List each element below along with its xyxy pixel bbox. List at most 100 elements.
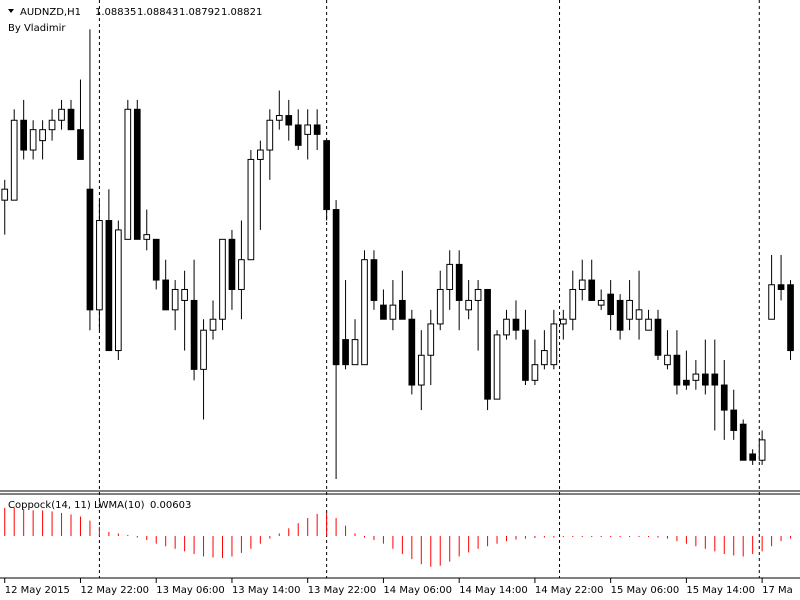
- candle-body: [465, 299, 472, 311]
- candle-body: [39, 129, 46, 142]
- subtitle: By Vladimir: [8, 23, 66, 34]
- candle-body: [361, 259, 368, 366]
- candle-body: [730, 409, 738, 431]
- candle-body: [266, 119, 274, 151]
- candle-body: [247, 158, 255, 261]
- candle-body: [190, 299, 198, 370]
- candle-body: [616, 299, 624, 331]
- candle-body: [313, 124, 321, 135]
- candle-body: [512, 318, 520, 331]
- candle-body: [427, 323, 435, 356]
- x-tick-label: 14 May 06:00: [383, 585, 452, 596]
- header-close: 1.08821: [221, 7, 262, 18]
- candle-body: [370, 259, 378, 301]
- candle-body: [720, 384, 728, 411]
- candle-body: [105, 220, 113, 352]
- candle-body: [115, 229, 122, 352]
- candle-body: [635, 309, 643, 320]
- x-tick-label: 13 May 06:00: [156, 585, 225, 596]
- candle-body: [578, 279, 586, 290]
- x-tick-label: 14 May 14:00: [459, 585, 528, 596]
- candle-body: [777, 284, 785, 290]
- candle-body: [332, 209, 340, 366]
- candle-body: [10, 119, 18, 201]
- candle-body: [257, 149, 264, 160]
- candle-body: [380, 304, 387, 320]
- candle-body: [701, 373, 709, 386]
- candle-body: [768, 284, 775, 320]
- candle-body: [342, 339, 349, 366]
- candle-body: [219, 238, 226, 320]
- candle-body: [626, 299, 633, 320]
- candle-body: [1, 188, 9, 201]
- candle-body: [607, 293, 614, 316]
- candle-body: [739, 423, 747, 461]
- candle-body: [446, 263, 454, 290]
- candle-body: [304, 124, 312, 135]
- candle-body: [323, 140, 330, 211]
- candle-body: [67, 108, 75, 131]
- candle-body: [133, 108, 141, 240]
- candle-body: [77, 129, 84, 160]
- candle-body: [588, 279, 596, 301]
- x-tick-label: 12 May 2015: [5, 585, 70, 596]
- menu-arrow[interactable]: [8, 9, 14, 13]
- candle-body: [673, 354, 681, 386]
- candle-body: [787, 284, 794, 352]
- candle-body: [294, 124, 302, 146]
- x-tick-label: 15 May 14:00: [686, 585, 755, 596]
- candle-body: [569, 288, 577, 320]
- candle-body: [503, 318, 510, 336]
- candle-body: [238, 259, 245, 290]
- candle-body: [455, 263, 463, 301]
- x-tick-label: 17 Ma: [762, 585, 793, 596]
- candle-body: [522, 329, 529, 381]
- candle-body: [171, 288, 179, 311]
- candle-body: [228, 238, 236, 290]
- candle-body: [351, 339, 359, 366]
- candle-body: [143, 234, 151, 240]
- indicator-value: 0.00603: [150, 500, 191, 511]
- candle-body: [474, 288, 482, 301]
- candle-body: [749, 453, 757, 461]
- candle-body: [48, 119, 56, 131]
- candle-body: [711, 373, 719, 386]
- candle-body: [162, 279, 170, 311]
- x-tick-label: 12 May 22:00: [80, 585, 149, 596]
- candle-body: [209, 318, 217, 331]
- candle-body: [58, 108, 65, 121]
- candle-body: [654, 318, 662, 356]
- header-open: 1.08835: [95, 7, 136, 18]
- candle-body: [758, 439, 766, 461]
- candle-body: [285, 115, 293, 126]
- header-high: 1.08843: [137, 7, 178, 18]
- x-tick-label: 13 May 14:00: [232, 585, 301, 596]
- candle-body: [550, 323, 558, 366]
- candle-body: [399, 299, 406, 320]
- candle-body: [683, 379, 690, 386]
- candle-body: [124, 108, 132, 240]
- candle-body: [541, 350, 548, 366]
- candle-body: [96, 220, 103, 311]
- candle-body: [436, 288, 444, 325]
- candle-body: [493, 334, 501, 400]
- candle-body: [408, 318, 416, 386]
- symbol: AUDNZD,H1: [20, 7, 81, 18]
- candle-body: [275, 115, 283, 121]
- candle-body: [29, 129, 37, 151]
- x-tick-label: 15 May 06:00: [611, 585, 680, 596]
- candle-body: [181, 288, 188, 301]
- candle-body: [559, 318, 567, 325]
- candle-body: [200, 329, 207, 370]
- candle-body: [597, 299, 605, 306]
- indicator-name: Coppock(14, 11) LWMA(10): [8, 500, 145, 511]
- candle-body: [645, 318, 652, 331]
- candle-body: [664, 354, 671, 366]
- candle-body: [417, 354, 425, 386]
- candle-body: [389, 304, 397, 320]
- candle-body: [152, 238, 160, 281]
- header-low: 1.08792: [179, 7, 220, 18]
- candle-body: [484, 288, 491, 400]
